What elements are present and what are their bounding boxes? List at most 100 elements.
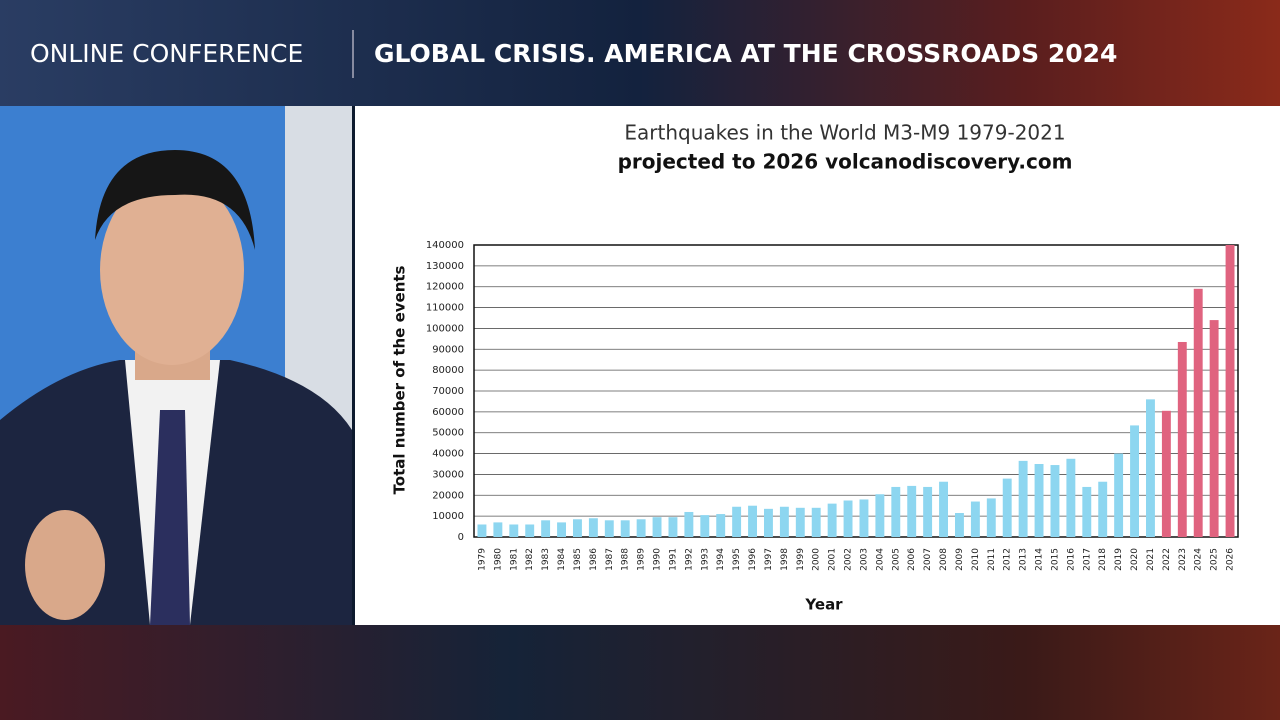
y-tick-label: 0 (458, 532, 464, 543)
bar (827, 503, 837, 537)
y-tick-label: 10000 (432, 511, 464, 522)
x-tick-label: 2022 (1162, 548, 1172, 571)
bar (1034, 464, 1044, 537)
x-tick-label: 1986 (589, 548, 599, 571)
bar (1161, 410, 1171, 537)
bar (1082, 486, 1092, 537)
bar (1177, 341, 1187, 537)
tie (150, 410, 190, 625)
bar (1066, 458, 1076, 537)
x-tick-label: 2010 (971, 548, 981, 571)
bar (1114, 453, 1124, 537)
y-tick-label: 80000 (432, 365, 464, 376)
x-tick-label: 1995 (732, 548, 742, 571)
y-tick-label: 110000 (426, 303, 464, 314)
bar (604, 520, 614, 537)
bar (891, 486, 901, 537)
y-tick-label: 50000 (432, 428, 464, 439)
bar (700, 515, 710, 537)
x-tick-label: 1983 (541, 548, 551, 571)
bar (939, 481, 948, 537)
y-tick-label: 70000 (432, 386, 464, 397)
bar (636, 519, 646, 537)
x-tick-label: 1999 (796, 548, 806, 571)
bar (1146, 399, 1155, 537)
bar (1209, 320, 1219, 537)
bar (779, 506, 789, 537)
bar (875, 494, 885, 537)
plot-frame (473, 244, 1239, 538)
x-axis-label: Year (804, 596, 843, 614)
bar (923, 486, 933, 537)
x-tick-label: 2019 (1114, 548, 1124, 571)
x-tick-label: 1991 (668, 548, 678, 571)
bar (764, 508, 773, 537)
x-tick-label: 2012 (1003, 548, 1013, 571)
bar (1130, 425, 1139, 537)
x-tick-label: 2005 (891, 548, 901, 571)
x-tick-label: 2017 (1082, 548, 1092, 571)
bar (620, 520, 630, 537)
x-tick-label: 1987 (605, 548, 615, 571)
y-axis-label: Total number of the events (391, 265, 409, 494)
chart-title: Earthquakes in the World M3-M9 1979-2021 (624, 121, 1065, 145)
x-tick-label: 2008 (939, 548, 949, 571)
chart: Earthquakes in the World M3-M9 1979-2021… (391, 121, 1239, 614)
x-tick-label: 1996 (748, 548, 758, 571)
bar (970, 501, 980, 537)
bar (509, 524, 519, 537)
y-tick-label: 60000 (432, 407, 464, 418)
bar (493, 522, 503, 537)
x-tick-label: 1990 (653, 548, 663, 571)
x-tick-label: 2020 (1130, 548, 1140, 571)
header-left: ONLINE CONFERENCE (30, 39, 303, 68)
bar (557, 522, 566, 537)
x-tick-label: 1981 (509, 548, 519, 571)
y-tick-label: 140000 (426, 240, 464, 251)
x-tick-label: 1998 (780, 548, 790, 571)
x-tick-label: 2009 (955, 548, 965, 571)
x-tick-label: 1993 (700, 548, 710, 571)
x-tick-label: 2013 (1019, 548, 1029, 571)
header-right: GLOBAL CRISIS. AMERICA AT THE CROSSROADS… (374, 39, 1117, 68)
y-tick-label: 100000 (426, 323, 464, 334)
x-tick-label: 2024 (1194, 548, 1204, 571)
x-tick-label: 2000 (812, 548, 822, 571)
y-tick-label: 30000 (432, 469, 464, 480)
x-tick-label: 2003 (859, 548, 869, 571)
x-tick-label: 2025 (1210, 548, 1220, 571)
x-tick-label: 1992 (684, 548, 694, 571)
bar (748, 505, 757, 537)
x-tick-label: 1988 (621, 548, 631, 571)
x-tick-label: 1994 (716, 548, 726, 571)
bar (541, 520, 551, 537)
x-tick-label: 2023 (1178, 548, 1188, 571)
bar (525, 524, 535, 537)
y-tick-label: 40000 (432, 449, 464, 460)
x-tick-label: 1984 (557, 548, 567, 571)
bar (1193, 288, 1203, 537)
bar (907, 485, 917, 537)
x-tick-label: 2014 (1035, 548, 1045, 571)
x-tick-label: 2016 (1066, 548, 1076, 571)
bar (573, 519, 582, 537)
x-tick-label: 1980 (493, 548, 503, 571)
x-tick-label: 2006 (907, 548, 917, 571)
x-tick-label: 2001 (828, 548, 838, 571)
bar (1050, 465, 1060, 537)
x-tick-label: 1997 (764, 548, 774, 571)
y-tick-label: 20000 (432, 490, 464, 501)
y-tick-label: 90000 (432, 344, 464, 355)
chart-subtitle: projected to 2026 volcanodiscovery.com (618, 150, 1073, 174)
bar (843, 500, 853, 537)
bar (1225, 245, 1235, 537)
footer-bar (0, 625, 1280, 720)
bar (652, 517, 662, 537)
bar (732, 506, 742, 537)
x-tick-label: 2011 (987, 548, 997, 571)
bar (684, 511, 694, 537)
x-tick-label: 1989 (637, 548, 647, 571)
bar (1098, 481, 1108, 537)
bar (588, 518, 598, 537)
